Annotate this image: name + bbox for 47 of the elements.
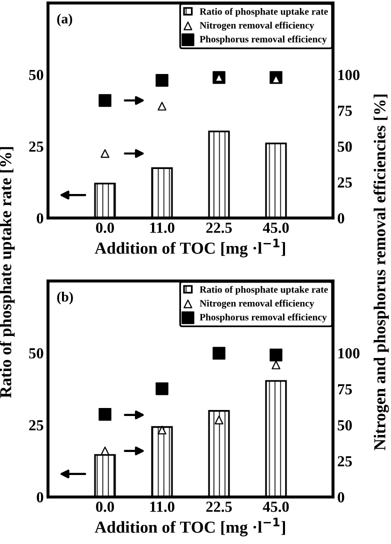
legend-label: Nitrogen removal efficiency: [200, 22, 314, 31]
point: [98, 408, 112, 421]
legend-label: Ratio of phosphate uptake rate: [200, 286, 328, 295]
point: [98, 94, 112, 107]
x-tick-label: 11.0: [150, 222, 174, 233]
y-tick-label: 0: [36, 213, 44, 224]
point: [156, 382, 168, 396]
point: [156, 74, 168, 87]
point: [272, 360, 280, 370]
point: [158, 102, 166, 111]
y-tick-label: 50: [29, 348, 44, 358]
point: [270, 348, 282, 362]
point: [100, 149, 110, 158]
x-axis-title: Addition of TOC [mg ·l$^{−1}$]: [94, 238, 286, 258]
legend-label: Phosphorus removal efficiency: [200, 35, 327, 44]
x-tick-label: 11.0: [150, 502, 174, 512]
y2-tick-label: 0: [338, 492, 344, 502]
y2-tick-label: 75: [338, 384, 352, 394]
y2-tick-label: 25: [338, 177, 352, 188]
y2-axis-title: Nitrogen and phosphorus removal efficiencies [%]: [374, 94, 389, 450]
point: [212, 346, 226, 360]
x-tick-label: 0.0: [96, 502, 114, 512]
x-tick-label: 45.0: [262, 502, 289, 512]
y-tick-label: 0: [36, 492, 44, 502]
y2-tick-label: 100: [338, 70, 360, 80]
y-tick-label: 25: [29, 420, 44, 430]
point: [100, 446, 110, 456]
x-axis-title: Addition of TOC [mg ·l$^{−1}$]: [94, 518, 286, 536]
y-tick-label: 50: [29, 70, 44, 80]
y2-tick-label: 0: [338, 213, 344, 224]
y2-tick-label: 50: [338, 420, 352, 430]
x-tick-label: 22.5: [206, 502, 232, 512]
x-tick-label: 0.0: [96, 222, 114, 233]
y-tick-label: 25: [29, 142, 44, 152]
annotation: (b): [57, 292, 73, 304]
y2-tick-label: 100: [338, 348, 360, 358]
point: [158, 426, 166, 434]
legend-label: Phosphorus removal efficiency: [200, 313, 327, 322]
x-tick-label: 45.0: [262, 222, 289, 233]
y2-tick-label: 25: [338, 456, 352, 466]
legend-label: Ratio of phosphate uptake rate: [200, 8, 328, 17]
annotation: (a): [57, 14, 72, 26]
legend-label: Nitrogen removal efficiency: [200, 300, 314, 309]
y2-tick-label: 75: [338, 106, 352, 116]
x-tick-label: 22.5: [206, 222, 232, 233]
y2-tick-label: 50: [338, 141, 352, 152]
point: [214, 416, 224, 424]
